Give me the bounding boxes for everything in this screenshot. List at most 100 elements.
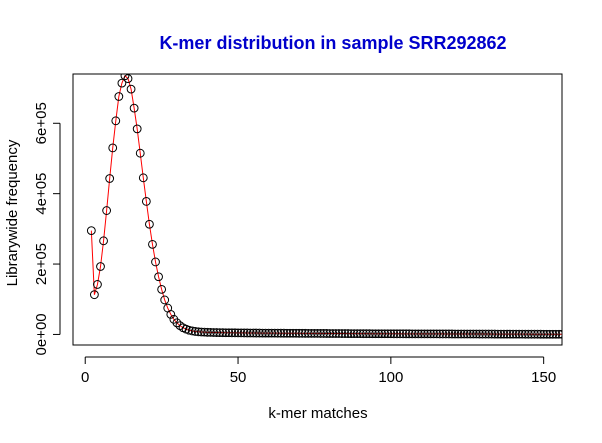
data-point	[551, 329, 561, 339]
data-point	[490, 329, 500, 339]
data-point	[288, 328, 298, 338]
data-point	[303, 328, 313, 338]
data-point	[444, 329, 454, 339]
data-point	[306, 328, 316, 338]
data-point	[322, 329, 332, 338]
data-point	[398, 329, 408, 339]
data-point	[148, 239, 157, 249]
data-point	[141, 197, 151, 206]
data-point	[432, 329, 442, 339]
data-point	[536, 329, 546, 339]
plot-frame	[72, 73, 563, 346]
data-point	[496, 329, 506, 339]
data-point	[255, 328, 264, 338]
data-point	[132, 124, 142, 134]
data-point	[129, 103, 139, 113]
data-point	[502, 329, 512, 339]
data-point	[365, 329, 374, 339]
data-point	[481, 329, 490, 339]
data-point	[349, 329, 359, 339]
x-tick-label: 150	[531, 369, 556, 386]
data-point	[468, 329, 478, 339]
data-point	[484, 329, 494, 339]
data-point	[410, 329, 420, 339]
y-tick-label: 4e+05	[33, 173, 50, 215]
data-point	[233, 328, 243, 338]
data-point	[517, 329, 527, 339]
data-point	[190, 327, 200, 336]
data-point	[404, 329, 414, 339]
data-point	[337, 329, 347, 338]
data-point	[514, 329, 524, 339]
data-point	[224, 328, 234, 338]
data-point	[493, 329, 503, 339]
data-point	[102, 206, 112, 215]
data-point	[154, 272, 163, 282]
data-point	[270, 328, 280, 338]
y-tick-label: 2e+05	[33, 243, 50, 285]
data-point	[472, 329, 481, 339]
y-axis: 0e+00 2e+05 4e+05 6e+05	[33, 102, 61, 356]
data-point	[475, 329, 484, 339]
data-point	[114, 92, 124, 101]
data-point	[374, 329, 384, 339]
data-point	[386, 329, 396, 339]
data-point	[157, 284, 167, 294]
data-point	[346, 329, 356, 339]
data-point	[505, 329, 515, 339]
data-point	[209, 328, 218, 337]
data-point	[86, 226, 96, 236]
data-point	[340, 329, 350, 338]
data-point	[230, 328, 240, 338]
data-point	[196, 327, 206, 337]
data-point	[533, 329, 542, 339]
data-point	[285, 328, 295, 338]
data-point	[239, 328, 249, 338]
data-point	[435, 329, 445, 339]
data-point	[413, 329, 423, 339]
data-point	[368, 329, 377, 339]
x-tick-label: 50	[230, 369, 247, 386]
data-point	[487, 329, 497, 339]
data-point	[236, 328, 246, 338]
data-point	[325, 329, 335, 338]
data-point	[389, 329, 399, 339]
data-point	[135, 148, 145, 158]
data-point	[362, 329, 371, 339]
data-point	[499, 329, 509, 339]
data-point	[508, 329, 518, 339]
data-point	[456, 329, 466, 339]
data-point	[105, 174, 115, 183]
data-point	[227, 328, 237, 338]
data-point	[261, 328, 270, 338]
data-point	[358, 329, 368, 339]
data-point	[423, 329, 432, 339]
data-point	[331, 329, 341, 338]
data-point	[447, 329, 457, 339]
y-axis-label: Librarywide frequency	[4, 139, 21, 286]
data-point	[282, 328, 292, 338]
data-point	[215, 328, 225, 338]
data-point	[273, 328, 283, 338]
data-point	[193, 327, 203, 337]
data-point	[441, 329, 451, 339]
x-axis-label: k-mer matches	[268, 405, 367, 422]
data-point	[206, 328, 215, 337]
data-point	[542, 329, 552, 339]
data-point	[184, 325, 194, 335]
data-point	[392, 329, 402, 339]
data-point	[120, 74, 130, 81]
data-point	[530, 329, 539, 339]
data-point	[380, 329, 390, 339]
x-tick-label: 100	[378, 369, 403, 386]
data-point	[395, 329, 405, 339]
data-point	[187, 326, 197, 336]
data-point	[221, 328, 231, 338]
data-point	[258, 328, 267, 338]
data-point	[420, 329, 429, 339]
data-point	[310, 328, 319, 338]
data-point	[151, 257, 160, 267]
data-point	[313, 329, 322, 338]
data-point	[334, 329, 344, 338]
